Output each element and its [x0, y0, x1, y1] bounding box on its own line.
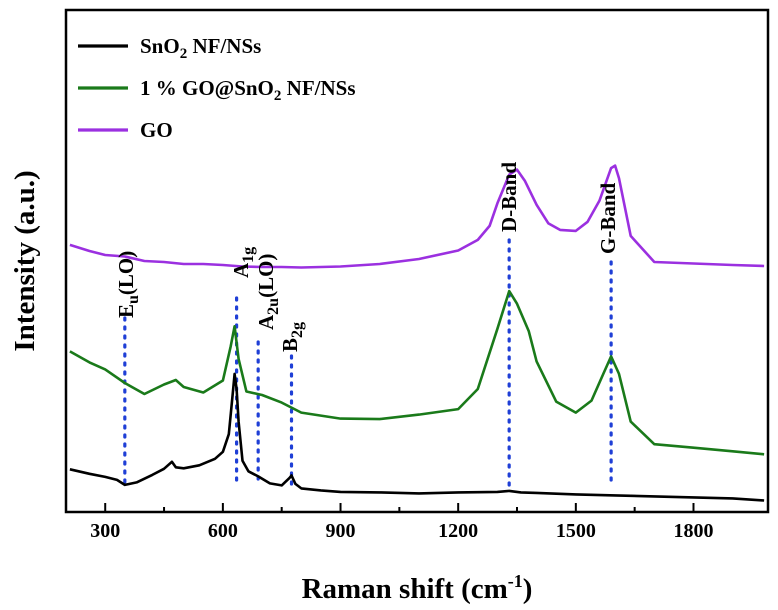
- x-axis-title: Raman shift (cm-1): [302, 571, 533, 605]
- x-axis-title-main: Raman shift (cm: [302, 573, 508, 605]
- band-label-rest: (LO): [254, 254, 278, 298]
- plot-frame: [64, 8, 770, 514]
- band-label: G-Band: [596, 182, 620, 254]
- band-label-base: D-Band: [497, 162, 521, 232]
- band-label-sub: 1g: [240, 247, 257, 263]
- band-label-base: B: [278, 338, 302, 352]
- x-tick-label: 300: [90, 520, 120, 542]
- x-tick-label: 600: [208, 520, 238, 542]
- x-tick-label: 1500: [556, 520, 596, 542]
- legend-label-part: 1 % GO@SnO: [140, 76, 274, 100]
- legend-label-part: NF/NSs: [281, 76, 355, 100]
- annotation-lines: [123, 238, 613, 488]
- band-label: Eu(LO): [114, 251, 142, 318]
- x-tick-label: 900: [326, 520, 356, 542]
- legend-label: 1 % GO@SnO2 NF/NSs: [140, 76, 356, 104]
- x-axis-title-close: ): [523, 573, 533, 605]
- legend-label-part: SnO: [140, 34, 180, 58]
- legend-label-sub: 2: [274, 88, 282, 104]
- band-label: D-Band: [497, 162, 521, 232]
- series-lines: [69, 164, 765, 502]
- x-axis-title-exp: -1: [508, 571, 523, 591]
- band-label-rest: (LO): [114, 251, 138, 295]
- series-line-1: [69, 372, 765, 502]
- x-tick-label: 1200: [438, 520, 478, 542]
- legend-label-part: NF/NSs: [187, 34, 261, 58]
- legend-label-sub: 2: [180, 46, 188, 62]
- band-label-sub: u: [125, 295, 142, 304]
- legend-label: GO: [140, 118, 173, 142]
- legend-label-part: GO: [140, 118, 173, 142]
- band-label-base: A: [229, 262, 253, 278]
- band-label-base: E: [114, 304, 138, 318]
- band-label: A1g: [229, 247, 257, 278]
- band-label-base: A: [254, 314, 278, 330]
- band-label-sub: 2g: [289, 322, 306, 338]
- series-line-2: [69, 289, 765, 456]
- band-label-sub: 2u: [265, 298, 282, 315]
- x-axis-ticks: 300 600 900 1200 1500 1800: [90, 503, 713, 542]
- band-label: A2u(LO): [254, 254, 282, 330]
- band-label: B2g: [278, 322, 306, 352]
- legend-label: SnO2 NF/NSs: [140, 34, 261, 62]
- x-tick-label: 1800: [673, 520, 713, 542]
- y-axis-title: Intensity (a.u.): [9, 170, 41, 351]
- series-line-3: [69, 164, 765, 269]
- band-label-base: G-Band: [596, 182, 620, 254]
